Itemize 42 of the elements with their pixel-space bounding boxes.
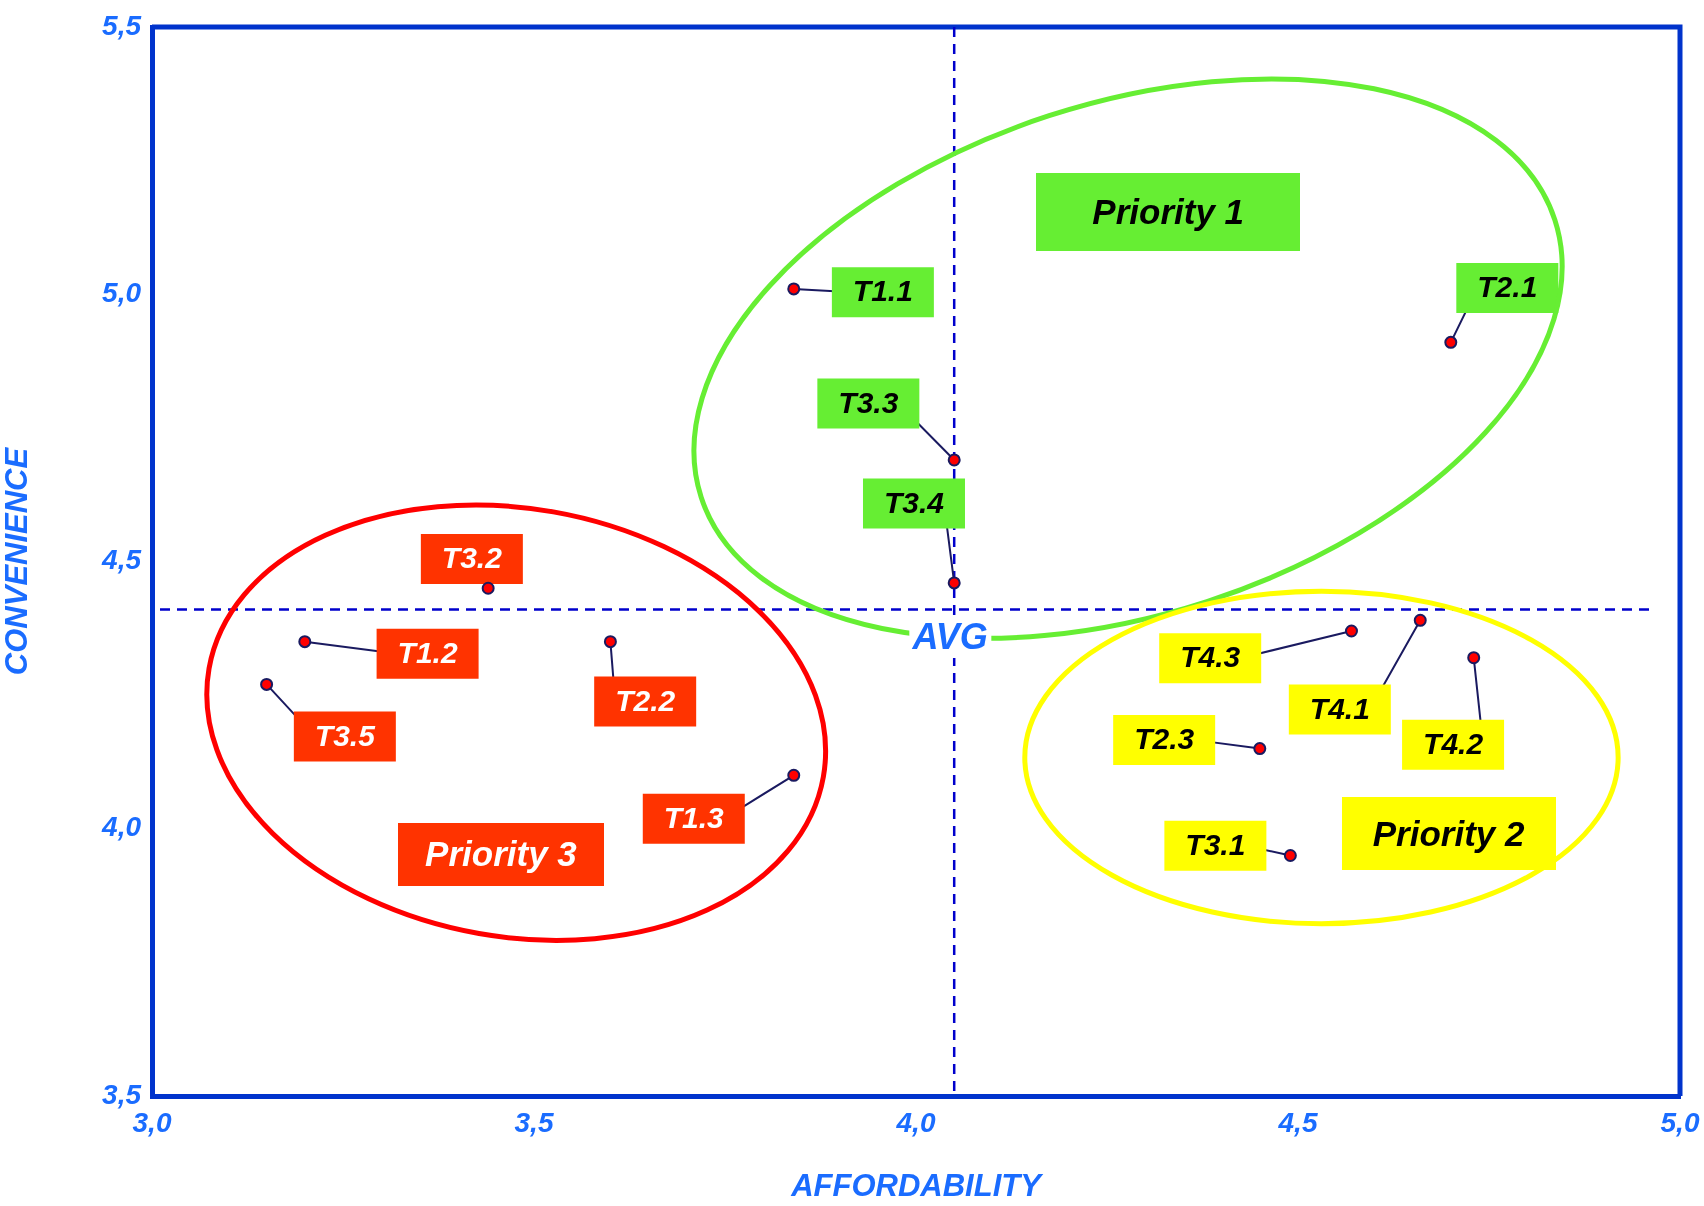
annotation: T4.2 (1423, 726, 1484, 760)
point (1253, 742, 1267, 756)
y-tick-label: 4,0 (101, 811, 142, 843)
point (787, 768, 801, 782)
annotation: T4.1 (1309, 691, 1370, 725)
point (481, 581, 495, 595)
x-tick-label: 5,0 (1660, 1106, 1700, 1138)
x-tick-label: 3,5 (514, 1106, 554, 1138)
x-axis-title: AFFORDABILITY (790, 1167, 1045, 1203)
point (298, 635, 312, 649)
caption-box: Priority 2 (1341, 796, 1556, 871)
annotation: T2.3 (1134, 722, 1195, 756)
point (1344, 624, 1358, 638)
annotation: T3.2 (441, 541, 503, 575)
y-axis-title: CONVENIENCE (0, 446, 35, 676)
point (947, 576, 961, 590)
x-tick-label: 4,5 (1277, 1106, 1318, 1138)
annotation: T2.1 (1477, 270, 1538, 304)
point (1413, 613, 1427, 627)
annotation: T3.5 (314, 718, 377, 752)
y-tick-label: 4,5 (101, 544, 142, 576)
ref-line-label: AVG (909, 615, 991, 658)
point (260, 677, 274, 691)
annotation: T3.1 (1185, 827, 1246, 861)
x-tick-label: 4,0 (895, 1106, 936, 1138)
caption-box: Priority 3 (398, 822, 604, 886)
annotation: T1.2 (397, 635, 458, 669)
annotation: T4.3 (1180, 640, 1241, 674)
y-tick-label: 5,0 (102, 276, 142, 308)
annotation: T3.4 (883, 485, 945, 519)
y-tick-label: 5,5 (102, 9, 142, 41)
annotation: T2.2 (615, 683, 676, 717)
point (947, 453, 961, 467)
caption-box: Priority 1 (1036, 172, 1301, 251)
point (1467, 651, 1481, 665)
annotation: T3.3 (838, 385, 899, 419)
annotation: T1.1 (852, 274, 913, 308)
point (1444, 335, 1458, 349)
annotation: T1.3 (663, 801, 725, 835)
point (603, 635, 617, 649)
point (1283, 848, 1297, 862)
point (787, 282, 801, 296)
